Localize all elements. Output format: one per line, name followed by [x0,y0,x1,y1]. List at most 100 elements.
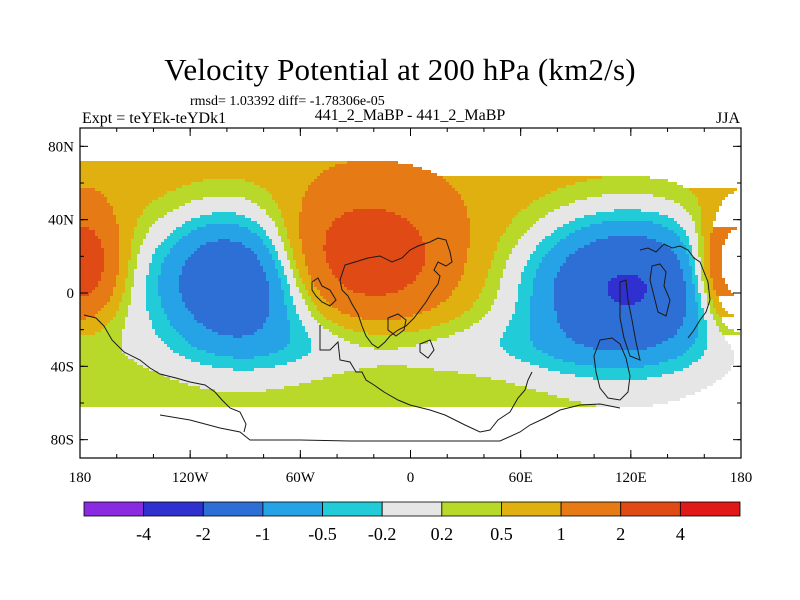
contour-cell [284,224,299,227]
contour-cell [299,218,335,221]
contour-cell [299,230,326,233]
contour-cell [683,275,692,278]
contour-cell [80,221,116,224]
contour-cell [707,320,716,323]
contour-cell [398,332,455,335]
contour-cell [203,179,245,182]
contour-cell [125,326,152,329]
contour-cell [542,257,566,260]
contour-cell [680,203,698,206]
contour-cell [461,278,485,281]
contour-cell [695,227,701,230]
contour-cell [554,299,614,302]
contour-cell [125,290,131,293]
contour-cell [701,293,707,296]
contour-cell [674,200,698,203]
contour-cell [173,350,206,353]
contour-cell [269,287,281,290]
contour-cell [581,401,668,404]
contour-field [80,161,740,407]
contour-cell [107,302,119,305]
contour-cell [251,230,266,233]
contour-cell [536,269,560,272]
contour-cell [80,365,143,368]
contour-cell [506,329,530,332]
contour-cell [686,245,692,248]
contour-cell [203,197,245,200]
contour-cell [446,299,476,302]
contour-cell [545,254,569,257]
contour-cell [608,293,644,296]
contour-cell [491,266,506,269]
contour-cell [548,368,683,371]
contour-cell [422,236,470,239]
contour-cell [131,251,140,254]
contour-cell [677,254,689,257]
contour-cell [287,236,299,239]
contour-cell [566,332,677,335]
contour-cell [353,209,386,212]
contour-cell [569,254,677,257]
contour-cell [326,233,419,236]
contour-cell [656,344,692,347]
contour-cell [695,284,698,287]
contour-cell [515,302,530,305]
contour-cell [299,290,308,293]
contour-cell [701,260,704,263]
contour-cell [131,296,146,299]
coastline-africa-south [387,313,407,337]
contour-cell [137,263,149,266]
contour-cell [149,266,161,269]
contour-cell [293,272,299,275]
contour-cell [290,293,302,296]
contour-cell [560,239,596,242]
contour-cell [539,365,593,368]
contour-cell [110,296,122,299]
contour-cell [167,314,194,317]
contour-cell [701,272,704,275]
contour-cell [137,362,200,365]
contour-cell [299,287,305,290]
contour-cell [290,335,308,338]
colorbar-label: 0.5 [490,524,513,544]
contour-cell [245,197,272,200]
contour-cell [401,317,455,320]
contour-cell [176,227,197,230]
contour-cell [647,347,689,350]
contour-cell [269,314,287,317]
contour-cell [509,353,548,356]
contour-cell [713,278,725,281]
contour-cell [692,218,701,221]
contour-cell [134,230,149,233]
contour-cell [596,212,659,215]
contour-cell [293,299,305,302]
contour-cell [290,263,296,266]
contour-cell [680,263,689,266]
contour-cell [689,188,737,191]
contour-cell [545,215,584,218]
colorbar-label: -1 [255,524,270,544]
contour-cell [497,290,518,293]
contour-cell [266,389,536,392]
contour-cell [80,209,113,212]
contour-cell [194,251,254,254]
contour-cell [134,278,146,281]
contour-cell [527,386,707,389]
contour-cell [461,194,545,197]
contour-cell [95,230,119,233]
contour-cell [269,191,305,194]
contour-cell [119,251,131,254]
contour-cell [161,272,182,275]
contour-cell [101,278,116,281]
contour-cell [128,272,134,275]
contour-cell [455,188,557,191]
contour-cell [308,266,329,269]
contour-cell [506,260,527,263]
y-tick-label: 0 [67,286,75,302]
contour-cell [332,221,410,224]
contour-cell [686,281,692,284]
contour-cell [701,275,707,278]
contour-cell [695,230,701,233]
contour-cell [311,380,506,383]
contour-cell [254,182,311,185]
